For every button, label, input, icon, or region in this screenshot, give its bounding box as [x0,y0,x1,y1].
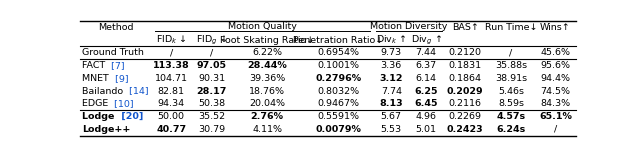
Text: FACT: FACT [82,61,108,70]
Text: 2.76%: 2.76% [251,112,284,121]
Text: 97.05: 97.05 [196,61,227,70]
Text: 5.01: 5.01 [415,125,436,134]
Text: 0.2120: 0.2120 [449,48,482,57]
Text: Method: Method [98,23,133,32]
Text: 104.71: 104.71 [155,74,188,83]
Text: 35.52: 35.52 [198,112,225,121]
Text: [7]: [7] [108,61,125,70]
Text: [9]: [9] [112,74,129,83]
Text: /: / [170,48,173,57]
Text: 90.31: 90.31 [198,74,225,83]
Text: 0.1831: 0.1831 [449,61,482,70]
Text: 0.5591%: 0.5591% [317,112,359,121]
Text: 7.44: 7.44 [415,48,436,57]
Text: 9.73: 9.73 [381,48,402,57]
Text: 95.6%: 95.6% [541,61,570,70]
Text: 20.04%: 20.04% [249,99,285,108]
Text: Lodge: Lodge [82,112,118,121]
Text: Div$_k$ ↑: Div$_k$ ↑ [376,34,406,46]
Text: BAS↑: BAS↑ [452,23,479,32]
Text: FID$_k$ ↓: FID$_k$ ↓ [156,34,187,46]
Text: 28.44%: 28.44% [247,61,287,70]
Text: /: / [509,48,513,57]
Text: 40.77: 40.77 [156,125,186,134]
Text: 39.36%: 39.36% [249,74,285,83]
Text: 7.74: 7.74 [381,86,402,95]
Text: 35.88s: 35.88s [495,61,527,70]
Text: FID$_g$ ↓: FID$_g$ ↓ [196,33,227,47]
Text: 0.1001%: 0.1001% [317,61,359,70]
Text: Run Time↓: Run Time↓ [484,23,537,32]
Text: 38.91s: 38.91s [495,74,527,83]
Text: 5.67: 5.67 [381,112,402,121]
Text: 18.76%: 18.76% [249,86,285,95]
Text: Lodge++: Lodge++ [82,125,131,134]
Text: Penetration Ratio↓: Penetration Ratio↓ [293,36,383,45]
Text: 4.57s: 4.57s [497,112,525,121]
Text: 6.22%: 6.22% [252,48,282,57]
Text: 0.2029: 0.2029 [447,86,484,95]
Text: Motion Diversity: Motion Diversity [370,22,447,31]
Text: Wins↑: Wins↑ [540,23,571,32]
Text: /: / [554,125,557,134]
Text: 5.53: 5.53 [381,125,402,134]
Text: 0.8032%: 0.8032% [317,86,359,95]
Text: 74.5%: 74.5% [541,86,570,95]
Text: 0.6954%: 0.6954% [317,48,359,57]
Text: 0.2423: 0.2423 [447,125,484,134]
Text: 0.9467%: 0.9467% [317,99,359,108]
Text: [14]: [14] [126,86,148,95]
Text: 94.4%: 94.4% [541,74,570,83]
Text: /: / [210,48,213,57]
Text: 6.25: 6.25 [414,86,438,95]
Text: 6.14: 6.14 [415,74,436,83]
Text: 94.34: 94.34 [157,99,185,108]
Text: Foot Skating Ratio↓: Foot Skating Ratio↓ [220,36,314,45]
Text: 0.0079%: 0.0079% [316,125,361,134]
Text: 0.1864: 0.1864 [449,74,482,83]
Text: 0.2796%: 0.2796% [315,74,362,83]
Text: [10]: [10] [111,99,134,108]
Text: 28.17: 28.17 [196,86,227,95]
Text: 3.36: 3.36 [381,61,402,70]
Text: 0.2269: 0.2269 [449,112,482,121]
Text: Div$_g$ ↑: Div$_g$ ↑ [410,33,442,47]
Text: 8.13: 8.13 [380,99,403,108]
Text: 50.38: 50.38 [198,99,225,108]
Text: 82.81: 82.81 [157,86,185,95]
Text: Motion Quality: Motion Quality [228,22,297,31]
Text: 6.24s: 6.24s [497,125,525,134]
Text: 45.6%: 45.6% [541,48,570,57]
Text: 6.37: 6.37 [415,61,436,70]
Text: 6.45: 6.45 [414,99,438,108]
Text: 4.11%: 4.11% [252,125,282,134]
Text: 84.3%: 84.3% [540,99,571,108]
Text: 3.12: 3.12 [380,74,403,83]
Text: 8.59s: 8.59s [498,99,524,108]
Text: 30.79: 30.79 [198,125,225,134]
Text: 5.46s: 5.46s [498,86,524,95]
Text: 65.1%: 65.1% [539,112,572,121]
Text: 113.38: 113.38 [153,61,189,70]
Text: Ground Truth: Ground Truth [82,48,144,57]
Text: 0.2116: 0.2116 [449,99,482,108]
Text: MNET: MNET [82,74,112,83]
Text: [20]: [20] [118,112,143,121]
Text: 4.96: 4.96 [415,112,436,121]
Text: EDGE: EDGE [82,99,111,108]
Text: Bailando: Bailando [82,86,126,95]
Text: 50.00: 50.00 [157,112,185,121]
